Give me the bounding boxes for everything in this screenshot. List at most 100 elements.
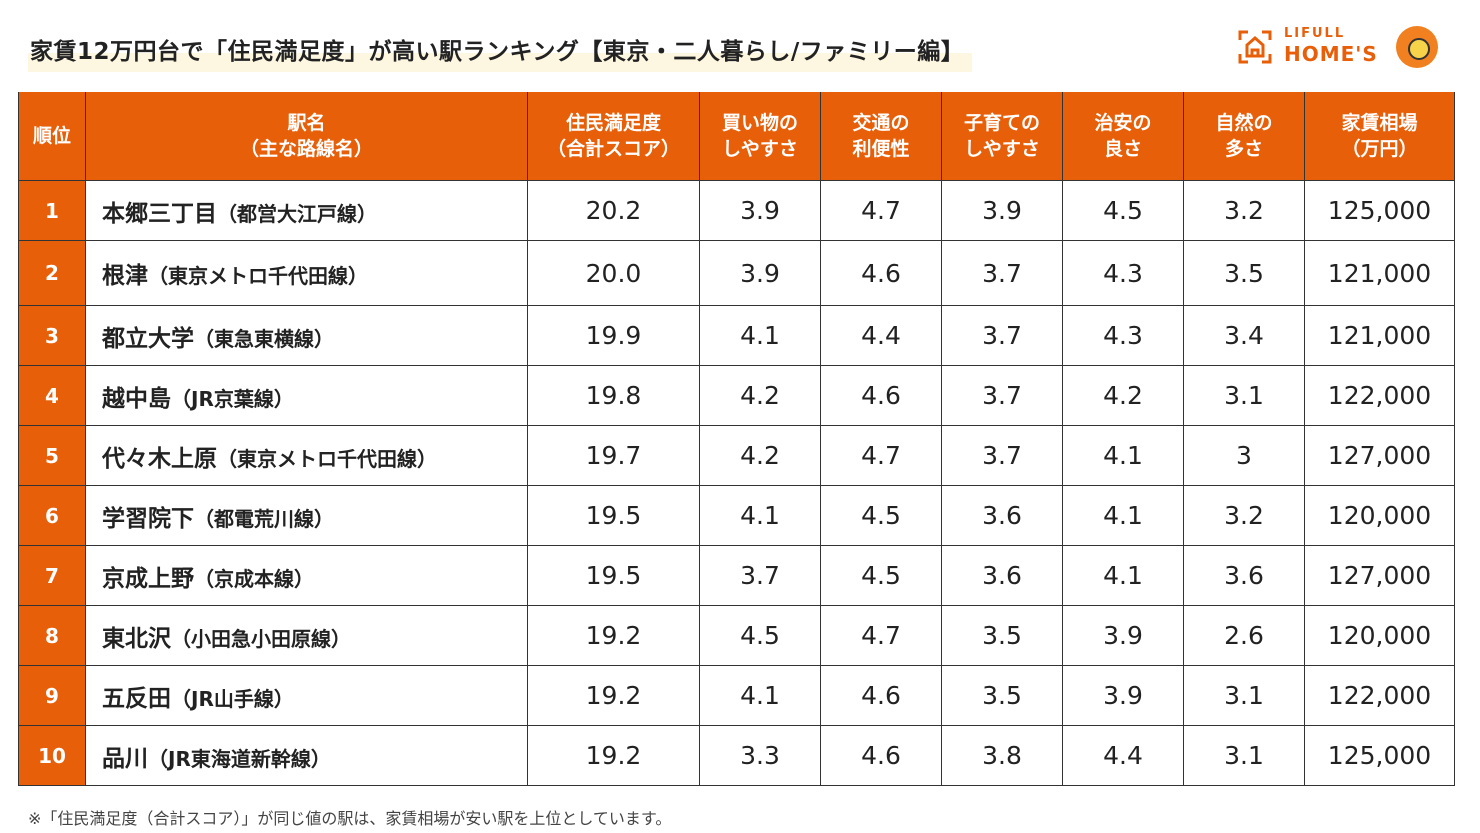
header-total-score: 住民満足度 （合計スコア） bbox=[527, 92, 700, 181]
rent-cell: 125,000 bbox=[1304, 180, 1455, 241]
safety-cell: 4.1 bbox=[1062, 425, 1184, 486]
rent-cell: 120,000 bbox=[1304, 485, 1455, 546]
header-sublabel: （万円） bbox=[1341, 138, 1418, 160]
rent-cell: 121,000 bbox=[1304, 240, 1455, 306]
header-sublabel: 良さ bbox=[1103, 138, 1142, 160]
table-row: 8 東北沢（小田急小田原線） 19.2 4.5 4.7 3.5 3.9 2.6 120,000 bbox=[18, 605, 1455, 666]
station-line: （都営大江戸線） bbox=[217, 201, 377, 226]
total-cell: 19.2 bbox=[527, 665, 700, 726]
house-icon bbox=[1238, 30, 1272, 64]
rank-cell: 2 bbox=[18, 240, 86, 306]
station-line: （東京メトロ千代田線） bbox=[217, 446, 437, 471]
header-rank: 順位 bbox=[18, 92, 86, 181]
station-cell: 越中島（JR京葉線） bbox=[85, 365, 528, 426]
station-line: （JR京葉線） bbox=[171, 386, 294, 411]
ranking-table: 順位 駅名 （主な路線名） 住民満足度 （合計スコア） 買い物の しやすさ 交通の 利便性 子育て… bbox=[18, 92, 1455, 786]
shop-cell: 3.9 bbox=[699, 180, 821, 241]
header-sublabel: 多さ bbox=[1224, 138, 1263, 160]
header-label: 交通の bbox=[852, 112, 910, 134]
shop-cell: 3.7 bbox=[699, 545, 821, 606]
station-name: 越中島 bbox=[102, 385, 171, 412]
station-name: 本郷三丁目 bbox=[102, 200, 217, 227]
safety-cell: 4.3 bbox=[1062, 240, 1184, 306]
header-label: 住民満足度 bbox=[565, 112, 661, 134]
station-name: 京成上野 bbox=[102, 565, 194, 592]
station-cell: 学習院下（都電荒川線） bbox=[85, 485, 528, 546]
header-sublabel: しやすさ bbox=[722, 138, 798, 160]
station-cell: 本郷三丁目（都営大江戸線） bbox=[85, 180, 528, 241]
station-line: （JR山手線） bbox=[171, 686, 294, 711]
rank-cell: 4 bbox=[18, 365, 86, 426]
shop-cell: 4.2 bbox=[699, 365, 821, 426]
header-shopping: 買い物の しやすさ bbox=[699, 92, 821, 181]
total-cell: 19.2 bbox=[527, 605, 700, 666]
shop-cell: 4.1 bbox=[699, 665, 821, 726]
header-label: 駅名 bbox=[287, 112, 326, 134]
rent-cell: 127,000 bbox=[1304, 425, 1455, 486]
header-label: 順位 bbox=[32, 125, 71, 147]
total-cell: 19.9 bbox=[527, 305, 700, 366]
transit-cell: 4.4 bbox=[820, 305, 942, 366]
transit-cell: 4.6 bbox=[820, 240, 942, 306]
header-label: 治安の bbox=[1094, 112, 1152, 134]
station-line: （JR東海道新幹線） bbox=[148, 746, 331, 771]
shop-cell: 4.1 bbox=[699, 485, 821, 546]
station-line: （東京メトロ千代田線） bbox=[148, 264, 368, 288]
total-cell: 19.8 bbox=[527, 365, 700, 426]
rank-cell: 10 bbox=[18, 725, 86, 786]
header-nature: 自然の 多さ bbox=[1183, 92, 1305, 181]
total-cell: 20.2 bbox=[527, 180, 700, 241]
lifull-homes-logo: LIFULL HOME'S bbox=[1238, 26, 1443, 72]
total-cell: 20.0 bbox=[527, 240, 700, 306]
rent-cell: 127,000 bbox=[1304, 545, 1455, 606]
header-label: 買い物の bbox=[721, 112, 798, 134]
child-cell: 3.7 bbox=[941, 305, 1063, 366]
table-row: 4 越中島（JR京葉線） 19.8 4.2 4.6 3.7 4.2 3.1 122,000 bbox=[18, 365, 1455, 426]
transit-cell: 4.6 bbox=[820, 665, 942, 726]
shop-cell: 3.9 bbox=[699, 240, 821, 306]
child-cell: 3.7 bbox=[941, 240, 1063, 306]
station-line: （東急東横線） bbox=[194, 326, 334, 351]
table-row: 7 京成上野（京成本線） 19.5 3.7 4.5 3.6 4.1 3.6 127,000 bbox=[18, 545, 1455, 606]
transit-cell: 4.6 bbox=[820, 725, 942, 786]
table-row: 10 品川（JR東海道新幹線） 19.2 3.3 4.6 3.8 4.4 3.1 125,000 bbox=[18, 725, 1455, 786]
safety-cell: 4.1 bbox=[1062, 485, 1184, 546]
header-label: 自然の bbox=[1215, 112, 1273, 134]
station-cell: 五反田（JR山手線） bbox=[85, 665, 528, 726]
header-child-rearing: 子育ての しやすさ bbox=[941, 92, 1063, 181]
header-rent: 家賃相場 （万円） bbox=[1304, 92, 1455, 181]
shop-cell: 3.3 bbox=[699, 725, 821, 786]
rank-cell: 1 bbox=[18, 180, 86, 241]
header-sublabel: （主な路線名） bbox=[239, 138, 373, 160]
logo-text-lifull: LIFULL bbox=[1284, 26, 1346, 41]
safety-cell: 4.1 bbox=[1062, 545, 1184, 606]
station-cell: 東北沢（小田急小田原線） bbox=[85, 605, 528, 666]
nature-cell: 3.5 bbox=[1183, 240, 1305, 306]
child-cell: 3.6 bbox=[941, 485, 1063, 546]
child-cell: 3.5 bbox=[941, 665, 1063, 726]
station-name: 五反田 bbox=[102, 685, 171, 712]
rent-cell: 125,000 bbox=[1304, 725, 1455, 786]
rank-cell: 6 bbox=[18, 485, 86, 546]
nature-cell: 3.2 bbox=[1183, 180, 1305, 241]
table-row: 9 五反田（JR山手線） 19.2 4.1 4.6 3.5 3.9 3.1 122,000 bbox=[18, 665, 1455, 726]
header-label: 家賃相場 bbox=[1341, 112, 1418, 134]
nature-cell: 3.6 bbox=[1183, 545, 1305, 606]
nature-cell: 3.4 bbox=[1183, 305, 1305, 366]
transit-cell: 4.5 bbox=[820, 545, 942, 606]
rank-cell: 5 bbox=[18, 425, 86, 486]
rent-cell: 121,000 bbox=[1304, 305, 1455, 366]
child-cell: 3.6 bbox=[941, 545, 1063, 606]
rent-cell: 120,000 bbox=[1304, 605, 1455, 666]
table-row: 5 代々木上原（東京メトロ千代田線） 19.7 4.2 4.7 3.7 4.1 3 127,00… bbox=[18, 425, 1455, 486]
rent-cell: 122,000 bbox=[1304, 365, 1455, 426]
total-cell: 19.5 bbox=[527, 545, 700, 606]
table-row: 3 都立大学（東急東横線） 19.9 4.1 4.4 3.7 4.3 3.4 121,000 bbox=[18, 305, 1455, 366]
station-cell: 品川（JR東海道新幹線） bbox=[85, 725, 528, 786]
transit-cell: 4.7 bbox=[820, 180, 942, 241]
rank-cell: 8 bbox=[18, 605, 86, 666]
safety-cell: 4.2 bbox=[1062, 365, 1184, 426]
station-line: （都電荒川線） bbox=[194, 506, 334, 531]
table-header-row: 順位 駅名 （主な路線名） 住民満足度 （合計スコア） 買い物の しやすさ 交通の 利便性 子育て… bbox=[18, 92, 1455, 181]
station-line: （小田急小田原線） bbox=[171, 626, 351, 651]
